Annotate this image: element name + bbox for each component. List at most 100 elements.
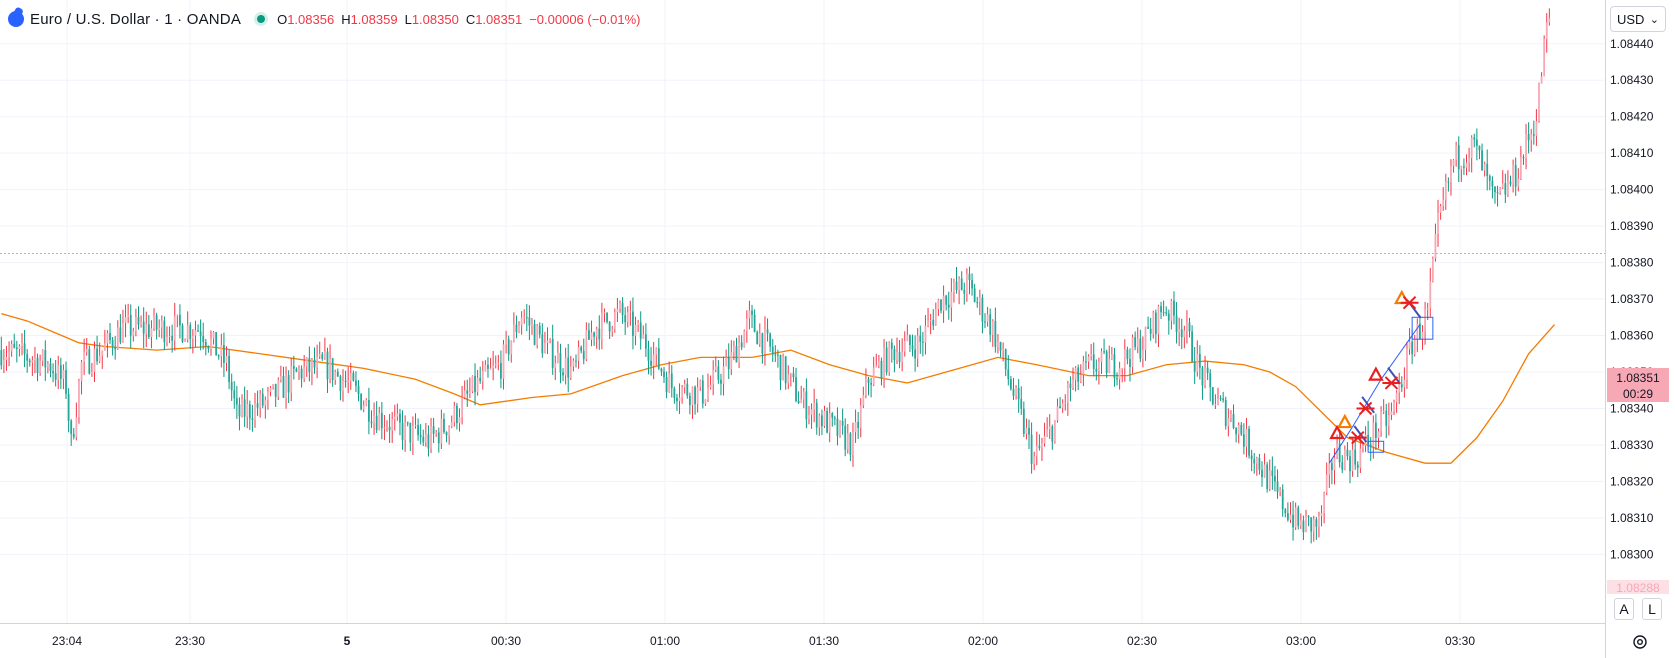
candle-body <box>378 413 381 431</box>
candle-body <box>500 363 502 379</box>
candles-layer <box>0 8 1551 544</box>
candle-body <box>290 366 293 393</box>
auto-scale-button[interactable]: A <box>1614 598 1634 620</box>
candle-body <box>505 339 507 345</box>
candle-body <box>525 317 528 319</box>
candle-body <box>83 351 86 362</box>
candle-body <box>1232 414 1235 428</box>
candle-body <box>1258 457 1261 470</box>
candle-body <box>142 321 145 334</box>
candle-body <box>233 390 236 399</box>
candle-body <box>1279 489 1282 492</box>
candle-body <box>70 420 73 434</box>
candle-body <box>1434 234 1437 259</box>
pattern-box <box>1411 316 1434 340</box>
candle-body <box>80 361 83 381</box>
candle-body <box>870 382 873 385</box>
currency-select[interactable]: USD ⌄ <box>1610 6 1666 32</box>
chevron-down-icon: ⌄ <box>1649 13 1659 26</box>
symbol-title[interactable]: Euro / U.S. Dollar · 1 · OANDA <box>30 10 242 28</box>
candle-body <box>890 342 893 349</box>
candle-body <box>1333 457 1336 471</box>
candle-body <box>59 365 62 379</box>
candle-body <box>875 365 878 368</box>
candle-body <box>663 371 665 378</box>
candle-body <box>1400 384 1403 388</box>
candle-body <box>779 355 782 381</box>
candle-body <box>417 425 419 436</box>
candle-body <box>34 357 36 361</box>
candle-body <box>1193 361 1196 372</box>
candle-body <box>41 350 44 361</box>
time-axis[interactable]: 23:04 23:30 5 00:30 01:00 01:30 02:00 02:30 03:0… <box>52 634 1475 648</box>
candle-body <box>502 344 505 379</box>
candle-body <box>1483 163 1486 171</box>
candle-body <box>212 332 215 339</box>
candle-body <box>1548 18 1551 23</box>
candle-body <box>269 387 272 392</box>
price-axis[interactable]: 1.08300 1.08310 1.08320 1.08330 1.08340 1.083… <box>1610 37 1654 562</box>
candle-body <box>1486 163 1489 177</box>
candle-body <box>810 409 813 415</box>
pattern-annotations <box>1328 289 1434 464</box>
candle-body <box>833 417 836 419</box>
candle-body <box>1043 435 1046 444</box>
y-tick-label: 1.08410 <box>1610 146 1654 160</box>
candle-body <box>963 289 966 294</box>
candle-body <box>707 387 709 400</box>
candle-body <box>903 341 906 352</box>
candle-body <box>274 384 277 397</box>
candle-body <box>5 356 8 360</box>
log-scale-button[interactable]: L <box>1642 598 1662 620</box>
candle-body <box>797 400 800 403</box>
candle-body <box>1395 392 1398 403</box>
candle-body <box>588 330 590 340</box>
candle-body <box>1175 315 1178 333</box>
candle-body <box>150 328 153 338</box>
candle-body <box>1007 369 1010 380</box>
candle-body <box>46 363 49 368</box>
cross-marker-red <box>1402 295 1417 310</box>
candle-body <box>1100 351 1103 362</box>
candle-body <box>523 317 526 319</box>
candle-body <box>1105 351 1108 373</box>
x-tick-label: 01:00 <box>650 634 680 648</box>
candle-body <box>31 360 34 363</box>
candle-body <box>484 364 487 371</box>
candle-body <box>955 281 958 290</box>
candle-body <box>619 303 621 309</box>
candle-body <box>1519 156 1522 179</box>
candle-body <box>914 349 917 359</box>
candle-body <box>1087 356 1090 362</box>
candle-body <box>1512 165 1515 185</box>
candle-body <box>756 331 759 345</box>
candle-body <box>347 381 350 383</box>
candle-body <box>1090 354 1093 357</box>
ohlc-open: O1.08356 <box>277 11 335 27</box>
candle-body <box>67 393 70 421</box>
candle-body <box>430 426 432 449</box>
candle-body <box>792 373 795 378</box>
candle-body <box>1082 361 1085 375</box>
candle-body <box>821 415 823 427</box>
candle-body <box>1362 445 1364 449</box>
candle-body <box>1046 429 1049 436</box>
x-tick-label: 5 <box>344 634 351 648</box>
candle-body <box>287 375 290 393</box>
candle-body <box>598 328 601 340</box>
candle-body <box>277 379 280 397</box>
candle-body <box>1188 322 1191 332</box>
candle-body <box>106 332 109 344</box>
candle-body <box>1284 509 1287 514</box>
candle-body <box>541 334 544 354</box>
candle-body <box>1245 428 1248 447</box>
gear-icon[interactable] <box>1631 633 1649 651</box>
candle-body <box>481 370 484 382</box>
candle-body <box>300 368 303 379</box>
candle-body <box>267 391 269 400</box>
candle-body <box>720 379 722 384</box>
candle-body <box>582 350 585 360</box>
candle-body <box>1429 281 1432 309</box>
candle-body <box>1198 353 1201 368</box>
